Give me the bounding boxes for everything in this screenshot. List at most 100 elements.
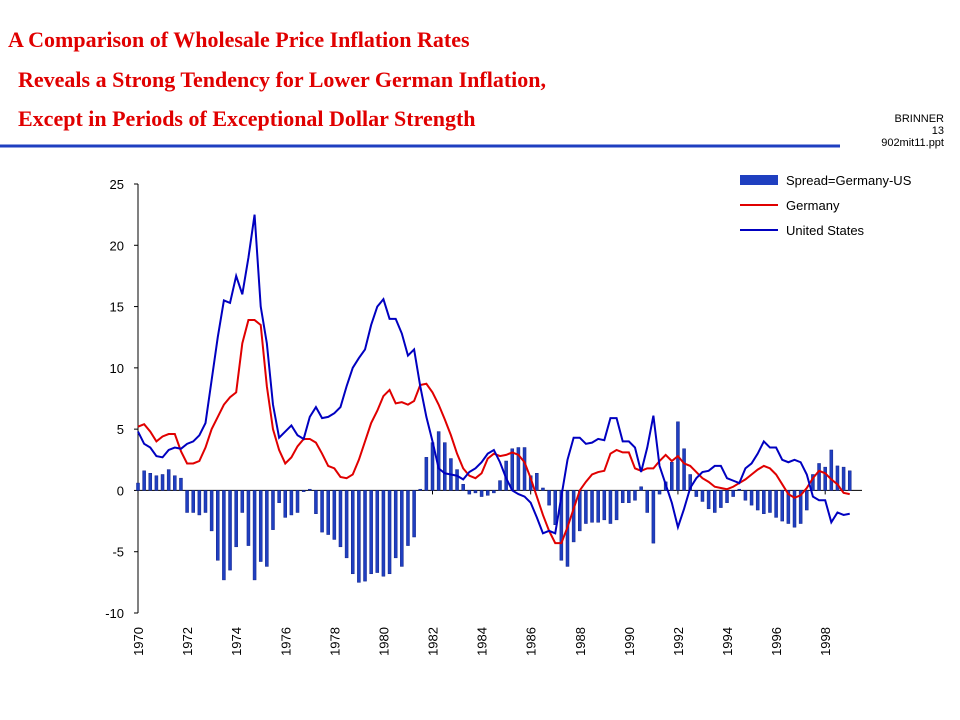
bar	[492, 490, 496, 494]
bar	[510, 448, 515, 491]
bar	[498, 480, 502, 491]
bar	[283, 490, 288, 518]
bar	[522, 447, 527, 491]
line	[137, 214, 850, 535]
bar	[344, 490, 349, 559]
x-tick-label: 1988	[573, 627, 588, 656]
y-tick-label: 0	[117, 483, 124, 498]
bar	[222, 490, 226, 581]
bar	[467, 490, 472, 495]
bar	[136, 482, 140, 491]
y-tick-label: 15	[110, 300, 124, 315]
bar	[381, 490, 386, 577]
bar	[326, 490, 330, 535]
legend-label: United States	[786, 223, 865, 238]
bar	[559, 490, 564, 561]
bar	[424, 457, 429, 491]
bar	[209, 490, 214, 532]
y-tick-label: 10	[110, 361, 124, 376]
bar	[535, 473, 539, 491]
bar	[541, 487, 545, 491]
bar	[412, 490, 416, 538]
x-tick-label: 1974	[229, 627, 244, 656]
bar	[762, 490, 766, 514]
x-tick-label: 1978	[327, 627, 342, 656]
tag: 902mit11.ppt	[881, 137, 944, 149]
bar	[289, 490, 294, 516]
x-tick-label: 1982	[426, 627, 441, 656]
bar	[363, 490, 367, 582]
bar	[829, 449, 834, 491]
bar	[277, 490, 281, 503]
bar	[160, 474, 165, 491]
bar	[400, 490, 404, 567]
bar	[633, 490, 637, 501]
bar	[639, 486, 643, 491]
x-tick-label: 1986	[524, 627, 539, 656]
bar	[651, 490, 656, 544]
legend-label: Spread=Germany-US	[786, 173, 912, 188]
x-tick-label: 1972	[180, 627, 195, 656]
bar	[252, 490, 257, 581]
bar	[234, 490, 238, 548]
bar	[320, 490, 324, 533]
bar	[228, 490, 232, 571]
tag: 13	[932, 125, 944, 137]
bar	[185, 490, 189, 513]
bar	[418, 488, 422, 491]
bar	[246, 490, 251, 546]
bar	[314, 490, 318, 514]
bar	[338, 490, 343, 548]
bar	[154, 475, 159, 491]
bar	[602, 490, 607, 521]
x-tick-label: 1990	[622, 627, 637, 656]
bar	[485, 490, 490, 496]
bar	[197, 490, 202, 516]
x-tick-label: 1998	[818, 627, 833, 656]
bar	[393, 490, 398, 559]
bar	[516, 447, 521, 491]
title-line: Reveals a Strong Tendency for Lower Germ…	[18, 67, 546, 92]
bar	[768, 490, 772, 513]
bar	[792, 490, 797, 528]
bar	[258, 490, 263, 562]
bar	[614, 490, 619, 521]
bar	[712, 490, 717, 513]
y-tick-label: 5	[117, 422, 124, 437]
bar	[571, 490, 576, 543]
bar	[725, 490, 729, 503]
bar	[670, 461, 674, 491]
bar	[173, 475, 177, 491]
bar	[608, 490, 613, 524]
x-tick-label: 1984	[475, 627, 490, 656]
bar	[295, 490, 300, 513]
bar	[755, 490, 760, 511]
bar	[798, 490, 803, 524]
title-line: Except in Periods of Exceptional Dollar …	[18, 106, 476, 131]
bar	[479, 490, 484, 497]
bar	[473, 490, 478, 494]
bar	[731, 490, 735, 497]
bar	[590, 490, 594, 523]
line	[137, 319, 850, 545]
bar	[387, 490, 392, 575]
bar	[216, 490, 220, 561]
x-tick-label: 1976	[278, 627, 293, 656]
x-tick-label: 1980	[376, 627, 391, 656]
bar	[308, 488, 312, 491]
bar	[805, 490, 809, 511]
tag: BRINNER	[894, 113, 944, 125]
bar	[841, 466, 846, 491]
legend-swatch	[740, 175, 778, 185]
bar	[620, 490, 625, 503]
bar	[596, 490, 600, 523]
bar	[301, 490, 306, 492]
bar	[657, 490, 662, 495]
bar	[823, 466, 827, 491]
bar	[700, 490, 705, 502]
bar	[743, 490, 748, 501]
bar	[737, 488, 742, 491]
bar	[271, 490, 275, 530]
bar	[749, 490, 754, 506]
